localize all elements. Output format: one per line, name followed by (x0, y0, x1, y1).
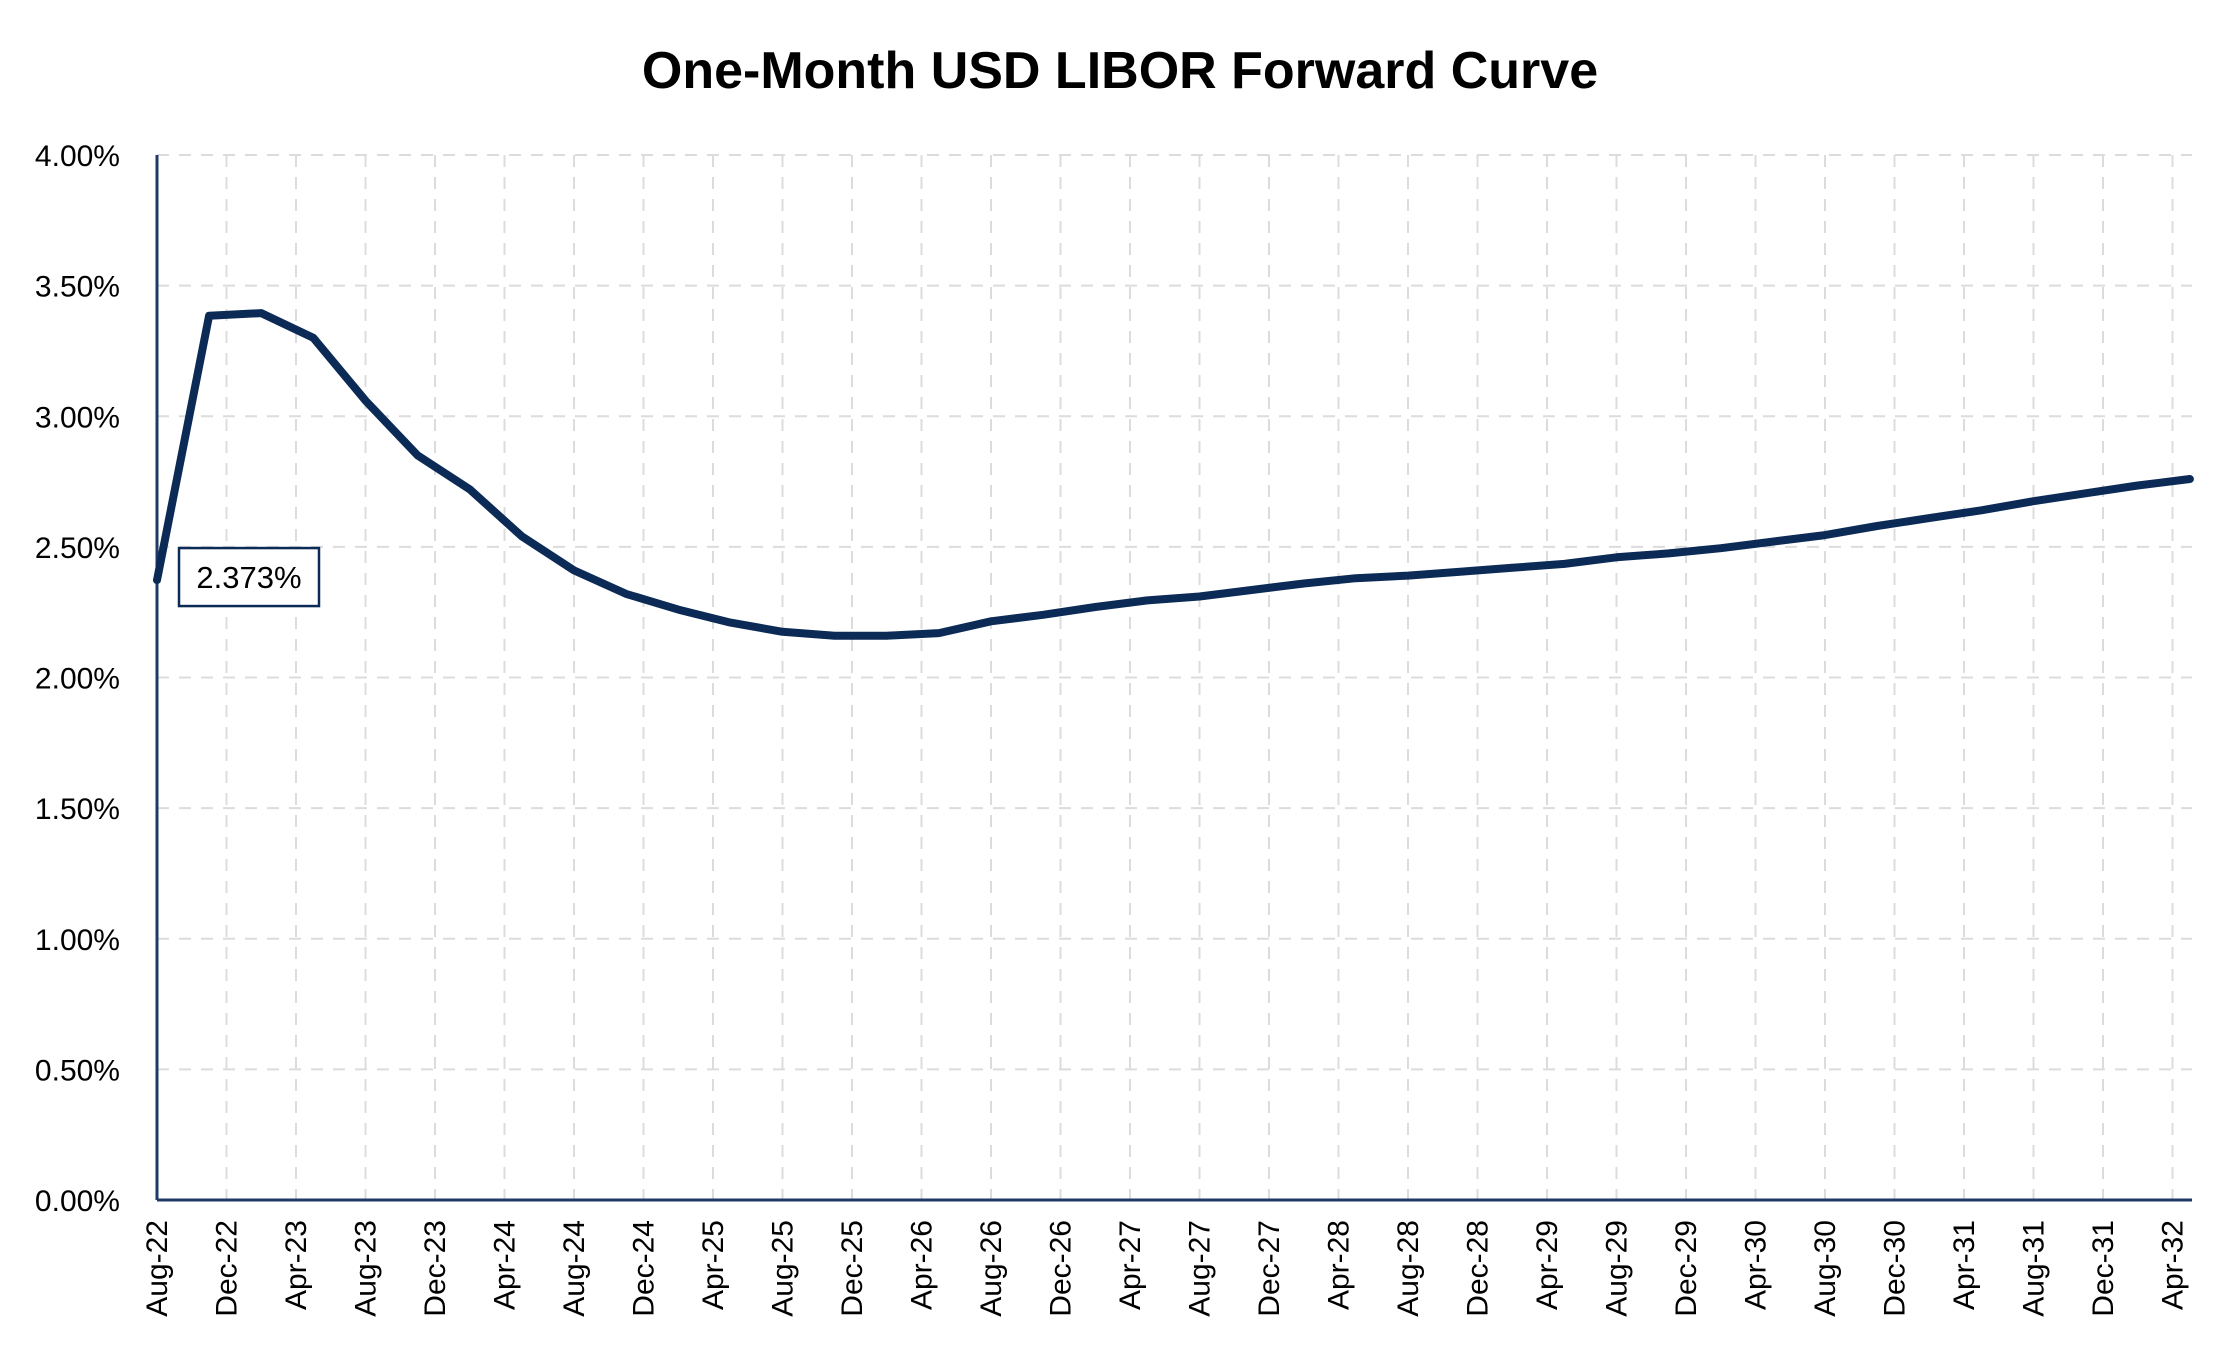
annotations: 2.373% (177, 546, 321, 608)
x-tick-label: Apr-30 (1740, 1220, 1773, 1310)
x-tick-label: Aug-24 (558, 1220, 591, 1317)
x-tick-label: Apr-23 (280, 1220, 313, 1310)
y-tick-label: 1.50% (35, 793, 120, 826)
y-tick-label: 0.00% (35, 1185, 120, 1218)
y-tick-label: 2.50% (35, 532, 120, 565)
x-tick-label: Aug-29 (1601, 1220, 1634, 1317)
x-tick-label: Dec-31 (2087, 1220, 2120, 1317)
x-tick-label: Apr-28 (1323, 1220, 1356, 1310)
x-tick-label: Aug-26 (975, 1220, 1008, 1317)
x-tick-label: Aug-22 (141, 1220, 174, 1317)
x-tick-label: Dec-23 (419, 1220, 452, 1317)
x-tick-label: Apr-24 (489, 1220, 522, 1310)
x-tick-label: Dec-26 (1045, 1220, 1078, 1317)
y-tick-label: 1.00% (35, 924, 120, 957)
x-tick-label: Aug-23 (350, 1220, 383, 1317)
x-tick-label: Aug-28 (1392, 1220, 1425, 1317)
y-tick-label: 4.00% (35, 140, 120, 173)
x-tick-label: Apr-26 (906, 1220, 939, 1310)
x-tick-label: Dec-28 (1462, 1220, 1495, 1317)
x-tick-label: Aug-31 (2018, 1220, 2051, 1317)
x-tick-label: Apr-25 (697, 1220, 730, 1310)
grid (157, 154, 2192, 1200)
x-tick-label: Apr-27 (1114, 1220, 1147, 1310)
y-tick-label: 2.00% (35, 663, 120, 696)
x-tick-label: Apr-29 (1531, 1220, 1564, 1310)
y-tick-label: 3.50% (35, 271, 120, 304)
x-tick-label: Dec-25 (836, 1220, 869, 1317)
chart-title: One-Month USD LIBOR Forward Curve (642, 42, 1598, 100)
x-tick-label: Aug-27 (1184, 1220, 1217, 1317)
x-tick-label: Apr-32 (2157, 1220, 2190, 1310)
x-tick-label: Dec-22 (211, 1220, 244, 1317)
x-tick-label: Apr-31 (1948, 1220, 1981, 1310)
series-line (153, 309, 2194, 640)
x-tick-labels: Aug-22 Dec-22 Apr-23 Aug-23 Dec-23 Apr-24 Aug-… (141, 1220, 2190, 1317)
y-tick-labels: 0.00% 0.50% 1.00% 1.50% 2.00% 2.50% 3.00% 3.50%… (35, 140, 120, 1218)
data-label: 2.373% (196, 560, 301, 595)
series-layer (153, 309, 2194, 640)
x-tick-label: Dec-29 (1670, 1220, 1703, 1317)
x-tick-label: Dec-27 (1253, 1220, 1286, 1317)
x-tick-label: Aug-25 (767, 1220, 800, 1317)
axes (155, 155, 2192, 1202)
data-label-box (177, 546, 321, 608)
y-tick-label: 0.50% (35, 1054, 120, 1087)
y-tick-label: 3.00% (35, 401, 120, 434)
x-tick-label: Aug-30 (1809, 1220, 1842, 1317)
x-tick-label: Dec-24 (628, 1220, 661, 1317)
x-tick-label: Dec-30 (1879, 1220, 1912, 1317)
